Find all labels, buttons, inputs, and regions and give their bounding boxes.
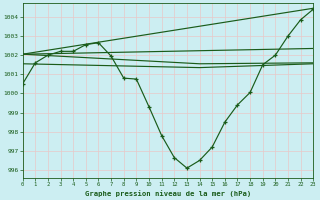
X-axis label: Graphe pression niveau de la mer (hPa): Graphe pression niveau de la mer (hPa) xyxy=(85,190,251,197)
